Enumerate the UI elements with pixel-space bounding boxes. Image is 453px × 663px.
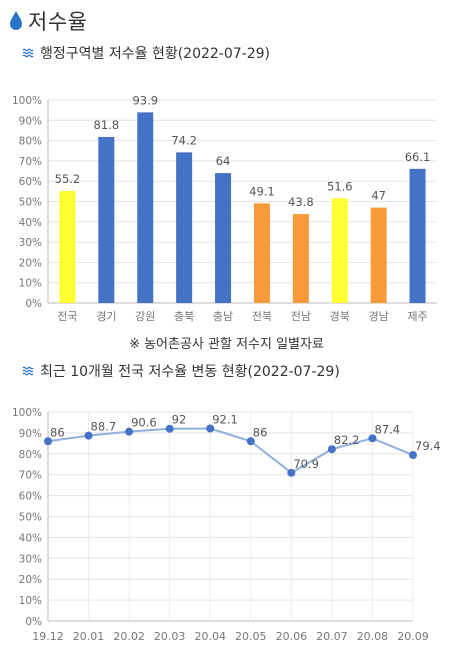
line-x-tick-label: 19.12 <box>32 630 64 643</box>
bar-5 <box>215 173 232 303</box>
bar-y-tick-label: 60% <box>19 176 42 188</box>
line-y-tick-label: 80% <box>19 449 42 461</box>
line-y-tick-label: 90% <box>19 428 42 440</box>
line-x-tick-label: 20.07 <box>316 630 348 643</box>
line-x-tick-label: 20.05 <box>235 630 267 643</box>
line-y-tick-label: 60% <box>19 491 42 503</box>
bar-8 <box>331 198 348 303</box>
bar-category-label: 충북 <box>174 310 194 323</box>
line-point-2 <box>84 431 93 440</box>
bar-6 <box>253 203 270 303</box>
line-x-tick-label: 20.04 <box>194 630 226 643</box>
bar-value-label: 64 <box>216 154 231 168</box>
bar-category-label: 강원 <box>135 310 155 323</box>
bar-category-label: 전북 <box>252 310 272 323</box>
line-y-tick-label: 20% <box>19 574 42 586</box>
line-value-label: 90.6 <box>131 416 157 430</box>
bar-category-label: 제주 <box>407 310 427 323</box>
line-section-title-text: 최근 10개월 전국 저수율 변동 현황(2022-07-29) <box>40 364 340 380</box>
line-point-3 <box>125 427 134 436</box>
bar-y-tick-label: 90% <box>19 115 42 127</box>
bar-1 <box>59 190 76 303</box>
line-point-9 <box>368 434 377 443</box>
bar-category-label: 전국 <box>57 310 77 323</box>
line-y-tick-label: 50% <box>19 512 42 524</box>
line-y-tick-label: 10% <box>19 595 42 607</box>
bar-section-title-text: 행정구역별 저수율 현황(2022-07-29) <box>40 46 270 62</box>
bar-value-label: 93.9 <box>132 93 158 107</box>
line-y-tick-label: 30% <box>19 553 42 565</box>
line-value-label: 88.7 <box>91 420 117 434</box>
bar-y-tick-label: 80% <box>19 136 42 148</box>
line-point-4 <box>165 424 174 433</box>
bar-y-tick-label: 0% <box>25 298 42 310</box>
line-point-5 <box>206 424 215 433</box>
bar-9 <box>370 207 387 303</box>
bar-category-label: 경남 <box>369 310 389 323</box>
bar-y-tick-label: 40% <box>19 217 42 229</box>
line-x-tick-label: 20.08 <box>357 630 389 643</box>
water-wave-icon <box>22 366 34 376</box>
data-source-note: ※ 농어촌공사 관할 저수지 일별자료 <box>129 337 324 352</box>
line-y-tick-label: 0% <box>25 616 42 628</box>
bar-value-label: 49.1 <box>249 184 275 198</box>
bar-value-label: 81.8 <box>94 118 120 132</box>
bar-10 <box>409 168 426 303</box>
line-point-7 <box>287 468 296 477</box>
bar-category-label: 전남 <box>291 310 311 323</box>
line-value-label: 87.4 <box>374 422 400 436</box>
bar-y-tick-label: 100% <box>12 95 42 107</box>
line-value-label: 79.4 <box>415 439 441 453</box>
line-x-tick-label: 20.09 <box>397 630 429 643</box>
bar-value-label: 66.1 <box>405 150 431 164</box>
monthly-rate-line-chart: 0% 10% 20% 30% 40% 50% 60% 70% 80% 90% 100% 86 88.7 9… <box>12 407 441 643</box>
line-value-label: 92.1 <box>212 413 238 427</box>
line-y-tick-label: 100% <box>12 407 42 419</box>
line-x-tick-label: 20.03 <box>154 630 186 643</box>
line-x-tick-label: 20.06 <box>276 630 308 643</box>
bar-category-label: 충남 <box>213 310 233 323</box>
line-y-tick-label: 40% <box>19 532 42 544</box>
page-title: 저수율 <box>8 6 87 36</box>
line-value-label: 86 <box>50 425 65 439</box>
bar-y-tick-label: 20% <box>19 257 42 269</box>
bar-y-tick-label: 30% <box>19 237 42 249</box>
line-x-tick-label: 20.02 <box>113 630 145 643</box>
bar-value-label: 74.2 <box>171 133 197 147</box>
bar-section-title: 행정구역별 저수율 현황(2022-07-29) <box>22 43 270 63</box>
line-value-label: 92 <box>172 413 187 427</box>
line-grid <box>47 411 414 622</box>
bar-category-label: 경북 <box>330 310 350 323</box>
bar-value-label: 47 <box>371 189 386 203</box>
bar-4 <box>176 152 193 303</box>
reservoir-rate-bar-chart: 0% 10% 20% 30% 40% 50% 60% 70% 80% 90% 100% 55.2 전국 8… <box>12 93 437 323</box>
line-x-tick-label: 20.01 <box>73 630 105 643</box>
line-point-1 <box>44 437 52 446</box>
water-drop-icon <box>10 11 22 30</box>
bar-3 <box>137 112 154 303</box>
water-wave-icon <box>22 48 34 58</box>
line-y-tick-label: 70% <box>19 470 42 482</box>
line-value-label: 86 <box>253 425 268 439</box>
bar-value-label: 43.8 <box>288 195 314 209</box>
line-value-label: 70.9 <box>293 457 319 471</box>
bar-2 <box>98 136 115 303</box>
line-section-title: 최근 10개월 전국 저수율 변동 현황(2022-07-29) <box>22 361 340 381</box>
bar-y-tick-label: 10% <box>19 278 42 290</box>
line-point-6 <box>246 437 255 446</box>
bar-y-tick-label: 70% <box>19 156 42 168</box>
line-value-label: 82.2 <box>334 433 360 447</box>
bar-y-tick-label: 50% <box>19 197 42 209</box>
page-title-text: 저수율 <box>28 10 88 34</box>
bar-value-label: 55.2 <box>55 172 81 186</box>
bar-category-label: 경기 <box>96 310 116 323</box>
line-point-8 <box>327 445 336 454</box>
bar-7 <box>292 214 309 303</box>
line-point-10 <box>409 451 417 460</box>
bar-value-label: 51.6 <box>327 179 353 193</box>
series-line <box>47 427 414 475</box>
